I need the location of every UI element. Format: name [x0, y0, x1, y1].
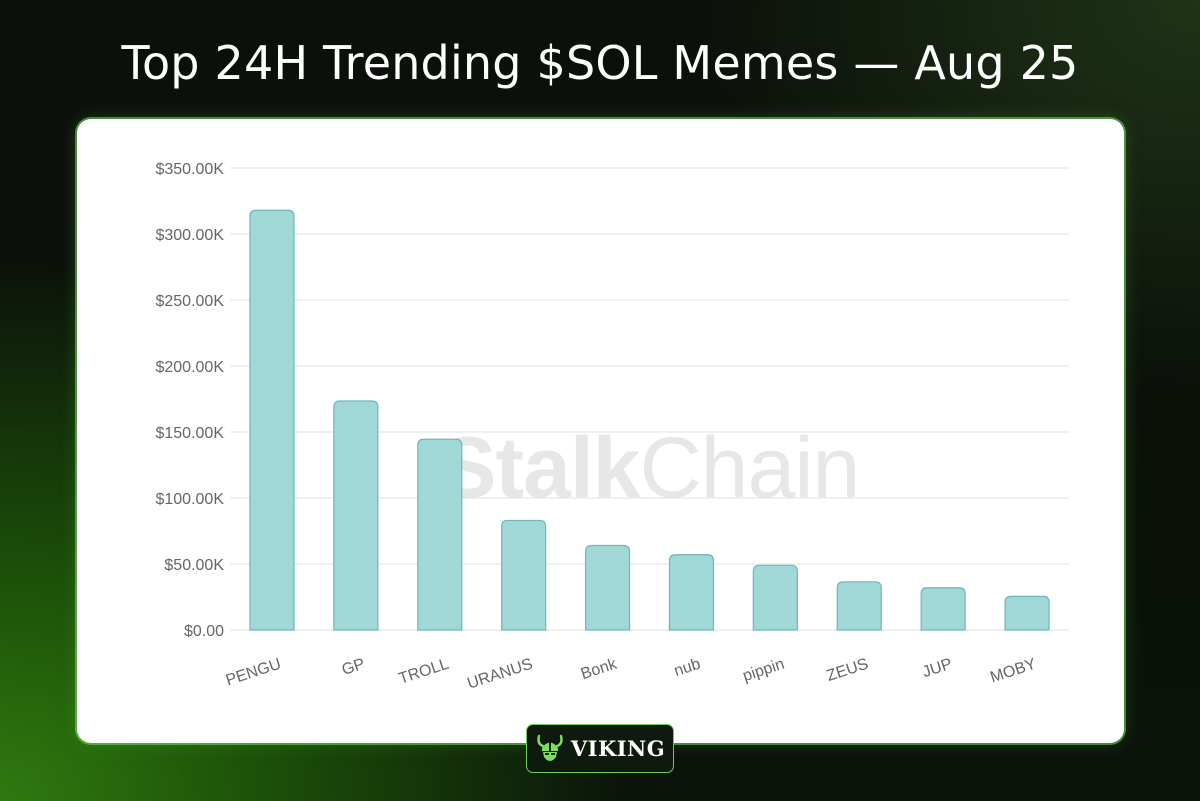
bar-pippin [752, 564, 798, 631]
x-tick-label: TROLL [397, 656, 451, 688]
watermark-bold: Stalk [439, 420, 641, 516]
y-tick-label: $150.00K [155, 425, 224, 442]
watermark: StalkChain [439, 419, 861, 518]
y-tick-label: $0.00 [184, 623, 224, 640]
bar-chart: $0.00 $50.00K $100.00K $150.00K $200.00K $250… [155, 161, 1069, 693]
x-tick-label: ZEUS [825, 656, 871, 685]
page-title: Top 24H Trending $SOL Memes — Aug 25 [121, 36, 1079, 90]
bar-zeus [836, 581, 882, 631]
y-tick-label: $200.00K [155, 359, 224, 376]
bar-troll [417, 438, 463, 631]
x-tick-label: PENGU [224, 656, 283, 690]
viking-badge: VIKING [526, 724, 674, 773]
bar-bonk [584, 544, 631, 631]
bar-uranus [501, 519, 547, 631]
viking-helmet-icon [537, 734, 563, 761]
x-tick-label: pippin [741, 656, 787, 685]
y-tick-label: $250.00K [155, 293, 224, 310]
bar-jup [920, 587, 966, 631]
x-tick-label: JUP [920, 656, 954, 682]
bar-nub [668, 554, 715, 631]
x-tick-label: Bonk [579, 655, 620, 683]
bar-gp [333, 400, 379, 631]
x-tick-label: URANUS [465, 656, 535, 693]
bar-pengu [249, 209, 295, 631]
x-tick-label: nub [672, 656, 703, 680]
y-tick-label: $300.00K [155, 227, 224, 244]
y-tick-label: $100.00K [155, 491, 224, 508]
y-tick-label: $350.00K [155, 161, 224, 178]
chart-card: StalkChain $0.00 $50.00K $100.00K $150.00K $… [77, 119, 1124, 743]
x-tick-label: MOBY [988, 656, 1038, 687]
watermark-light: Chain [639, 420, 861, 516]
y-tick-label: $50.00K [164, 557, 224, 574]
badge-label: VIKING [570, 736, 666, 761]
x-tick-label: GP [340, 656, 367, 679]
bar-moby [1004, 595, 1050, 631]
